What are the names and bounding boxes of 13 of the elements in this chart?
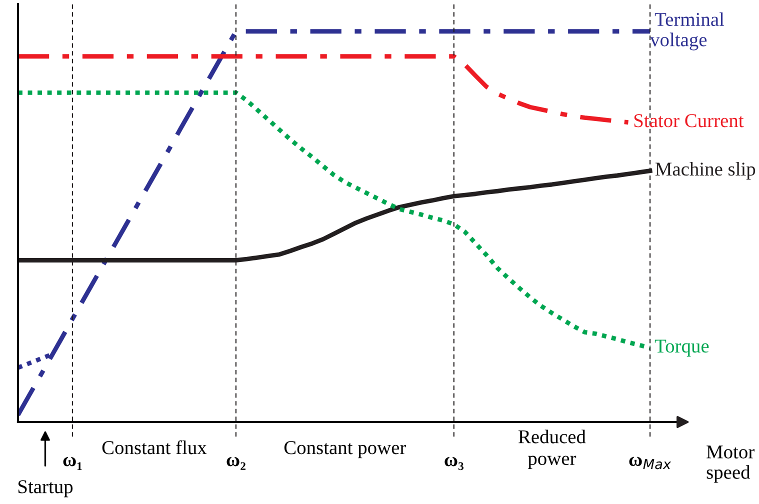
x-axis-title: Motor speed (706, 446, 754, 483)
series-label: Torque (654, 340, 709, 357)
series-label: Terminal voltage (650, 12, 724, 50)
x-tick-label: ω$_{Max}$ (629, 456, 672, 470)
series-label: Machine slip (655, 162, 756, 180)
x-tick-label: ω₁ (63, 456, 82, 470)
x-tick-label: ω₂ (226, 456, 246, 470)
text: Constant power (284, 441, 406, 458)
x-tick-label: ω₃ (444, 456, 464, 470)
series-label: Stator Current (634, 114, 744, 128)
text: Startup (18, 480, 73, 498)
text: Reduced power (518, 430, 586, 470)
text: Constant flux (102, 440, 207, 454)
